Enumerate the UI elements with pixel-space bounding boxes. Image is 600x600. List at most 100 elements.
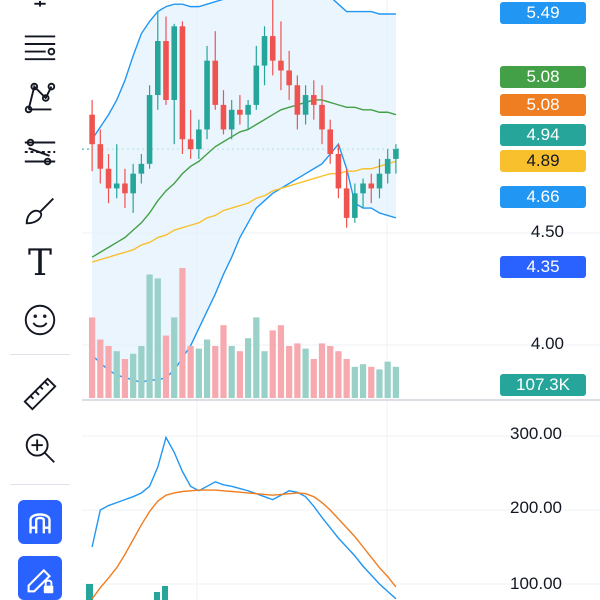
candle-body — [393, 149, 399, 159]
candle-body — [154, 41, 161, 96]
price-chart[interactable] — [82, 0, 600, 600]
volume-bar — [236, 351, 244, 398]
price-axis-tick: 4.50 — [530, 222, 564, 241]
candle-body — [245, 104, 251, 115]
volume-bar — [179, 268, 186, 398]
price-badge: 5.49 — [500, 2, 586, 24]
text-glyph: T — [27, 243, 52, 284]
candle-body — [97, 144, 104, 169]
price-badge: 5.08 — [500, 66, 586, 88]
trend-lines-icon[interactable] — [16, 20, 64, 68]
candle-body — [196, 129, 202, 150]
price-badge: 4.94 — [500, 124, 586, 146]
volume-bar — [228, 346, 235, 398]
candle-body — [286, 70, 292, 86]
volume-bar — [88, 317, 96, 398]
candle-body — [105, 168, 112, 189]
candle-body — [261, 36, 268, 66]
volume-bar — [359, 364, 367, 398]
emoji-icon[interactable] — [16, 296, 64, 344]
moving-average-green — [91, 99, 397, 258]
volume-bar — [121, 359, 129, 398]
volume-bar — [286, 346, 293, 398]
chart-area[interactable]: 5.49 5.08 5.08 4.94 4.89 4.66 4.50 4.35 4.00 107.… — [82, 0, 600, 600]
price-badge: 4.89 — [500, 150, 586, 172]
volume-bar — [244, 338, 252, 398]
candle-body — [360, 183, 366, 194]
volume-bar — [138, 346, 145, 398]
candle-body — [187, 139, 194, 150]
candle-body — [204, 60, 210, 130]
candle-body — [130, 173, 136, 194]
volume-bar — [310, 359, 317, 398]
candle-body — [327, 129, 334, 155]
candle-body — [89, 114, 95, 145]
osc-histogram-bar — [154, 592, 160, 600]
osc-histogram-bar — [162, 586, 168, 600]
candle-body — [278, 60, 284, 71]
candle-body — [179, 26, 186, 140]
volume-bar — [318, 343, 326, 398]
price-badge: 5.08 — [500, 94, 586, 116]
patterns-icon[interactable] — [16, 74, 64, 122]
magnet-icon[interactable] — [18, 500, 62, 544]
price-axis-tick: 4.00 — [530, 334, 564, 353]
candle-body — [138, 163, 145, 174]
volume-bar — [368, 366, 375, 398]
volume-bar — [351, 366, 358, 398]
volume-bar — [261, 351, 268, 398]
volume-bar — [392, 366, 400, 398]
volume-bar — [253, 317, 260, 398]
ruler-icon[interactable] — [16, 370, 64, 418]
volume-bar — [335, 351, 342, 398]
candle-body — [212, 60, 219, 105]
candle-body — [228, 109, 235, 130]
drawing-toolbar: T — [0, 0, 82, 600]
volume-bar — [105, 346, 112, 398]
volume-bar — [97, 339, 104, 398]
volume-bar — [220, 325, 227, 398]
candle-body — [343, 188, 350, 218]
volume-bar — [376, 369, 383, 398]
crosshair-icon[interactable] — [16, 0, 64, 42]
forecasting-icon[interactable] — [16, 128, 64, 176]
price-badge: 107.3K — [500, 374, 586, 396]
candle-body — [294, 85, 301, 115]
volume-bar — [171, 317, 178, 398]
volume-bar — [195, 348, 202, 398]
candle-body — [302, 95, 309, 115]
candle-body — [269, 36, 276, 61]
price-badge: 4.35 — [500, 256, 586, 278]
candle-body — [122, 183, 128, 194]
volume-bar — [146, 274, 153, 398]
osc-histogram-bar — [86, 584, 93, 600]
candle-body — [146, 95, 153, 164]
candle-body — [253, 65, 260, 105]
candle-body — [352, 193, 358, 218]
zoom-in-icon[interactable] — [16, 424, 64, 472]
candle-body — [220, 104, 227, 130]
bollinger-upper-line — [91, 0, 396, 140]
candle-body — [335, 154, 342, 189]
volume-bar — [154, 278, 161, 398]
volume-bar — [130, 353, 137, 398]
candle-body — [310, 95, 317, 105]
toolbar-divider — [10, 354, 70, 355]
volume-bar — [327, 346, 334, 398]
oscillator-axis-tick: 100.00 — [510, 574, 562, 593]
volume-bar — [187, 346, 194, 398]
brush-icon[interactable] — [16, 186, 64, 234]
volume-bar — [384, 361, 391, 398]
volume-bar — [294, 343, 301, 398]
candle-body — [237, 109, 243, 115]
candle-body — [113, 183, 120, 189]
candle-body — [319, 104, 325, 130]
oscillator-line-blue — [91, 435, 397, 600]
volume-bar — [302, 348, 309, 398]
price-badge: 4.66 — [500, 186, 586, 208]
text-icon[interactable]: T — [16, 240, 64, 288]
candle-body — [171, 26, 178, 100]
volume-bar — [212, 346, 219, 398]
lock-drawing-icon[interactable] — [18, 556, 62, 600]
volume-bar — [113, 351, 120, 398]
